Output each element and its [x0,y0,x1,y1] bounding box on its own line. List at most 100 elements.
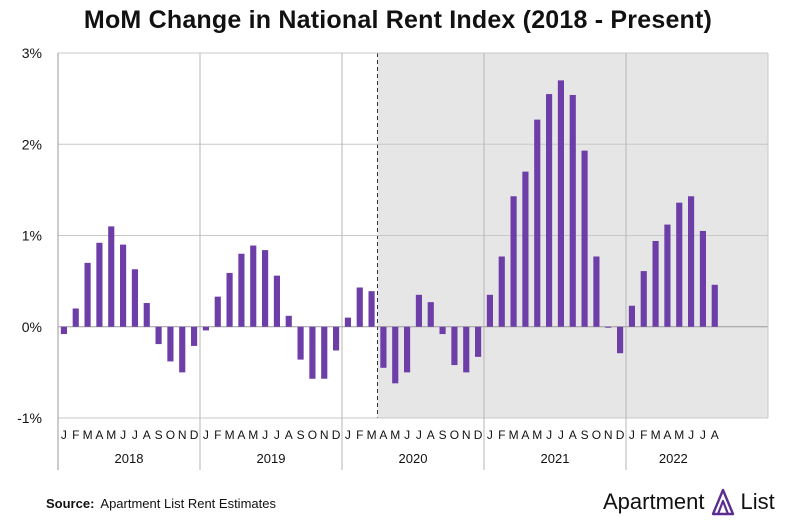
bar [439,326,446,335]
month-tick-label: F [214,428,221,442]
bar [676,202,683,327]
bar [463,326,470,373]
month-tick-label: O [592,428,601,442]
bar [404,326,411,373]
month-tick-label: J [416,428,422,442]
bar [628,305,635,327]
bar [380,326,387,368]
bar [226,272,233,327]
bar [498,256,505,327]
month-tick-label: O [450,428,459,442]
month-tick-label: D [474,428,483,442]
bar [581,150,588,327]
bar [534,119,541,327]
month-tick-label: F [498,428,505,442]
brand-logo: Apartment List [603,487,775,517]
year-label: 2018 [115,451,144,466]
year-label: 2020 [399,451,428,466]
month-tick-label: J [274,428,280,442]
month-tick-label: M [651,428,661,442]
chart-title: MoM Change in National Rent Index (2018 … [83,6,713,34]
y-tick-label: 0% [22,319,42,335]
month-tick-label: A [237,428,245,442]
bar [309,326,316,379]
month-tick-label: M [532,428,542,442]
bar [131,269,138,327]
bar [356,287,363,327]
month-tick-label: J [700,428,706,442]
bar [285,315,292,327]
bar [711,284,718,327]
month-tick-label: J [629,428,635,442]
month-tick-label: A [143,428,151,442]
bar [510,196,517,327]
bar [427,302,434,327]
bar [640,271,647,327]
source-label: Source: [46,496,95,511]
month-tick-label: M [106,428,116,442]
bar [84,262,91,327]
month-tick-label: J [203,428,209,442]
bar [250,245,257,327]
month-tick-label: J [688,428,694,442]
bar [344,317,351,327]
bar [202,326,209,331]
bar [699,230,706,327]
bar [617,326,624,354]
month-tick-label: F [640,428,647,442]
source-text: Apartment List Rent Estimates [100,496,276,511]
bar [155,326,162,345]
bar [664,224,671,327]
y-tick-label: 1% [22,228,42,244]
month-tick-label: A [427,428,435,442]
bar [60,326,67,335]
month-tick-label: A [379,428,387,442]
bar [333,326,340,351]
bar [297,326,304,360]
bar [415,294,422,327]
month-tick-label: J [487,428,493,442]
month-tick-label: M [248,428,258,442]
month-tick-label: D [616,428,625,442]
month-tick-label: A [663,428,671,442]
month-tick-label: M [83,428,93,442]
year-label: 2021 [541,451,570,466]
month-tick-label: A [95,428,103,442]
month-tick-label: D [332,428,341,442]
bar [475,326,482,357]
bar [451,326,458,366]
month-tick-label: J [404,428,410,442]
month-tick-label: M [390,428,400,442]
bar [605,326,612,328]
bar [522,171,529,327]
bar [96,242,103,327]
bar [557,80,564,327]
bar [569,94,576,327]
brand-name-left: Apartment [603,489,705,514]
month-tick-label: M [674,428,684,442]
bar [593,256,600,327]
month-tick-label: J [262,428,268,442]
bar [214,296,221,327]
month-tick-label: J [558,428,564,442]
month-tick-label: N [178,428,187,442]
bar [262,250,269,327]
bar [191,326,198,346]
month-tick-label: S [581,428,589,442]
bar [143,303,150,327]
bar [368,291,375,327]
y-tick-label: 2% [22,136,42,152]
bar [108,226,115,327]
month-tick-label: S [297,428,305,442]
year-label: 2022 [659,451,688,466]
apartment-list-logo-icon [711,488,734,516]
month-tick-label: M [509,428,519,442]
bar [652,240,659,327]
month-tick-label: J [132,428,138,442]
month-tick-label: A [521,428,529,442]
month-tick-label: D [190,428,199,442]
month-tick-label: F [356,428,363,442]
bar [392,326,399,384]
bar [179,326,186,373]
